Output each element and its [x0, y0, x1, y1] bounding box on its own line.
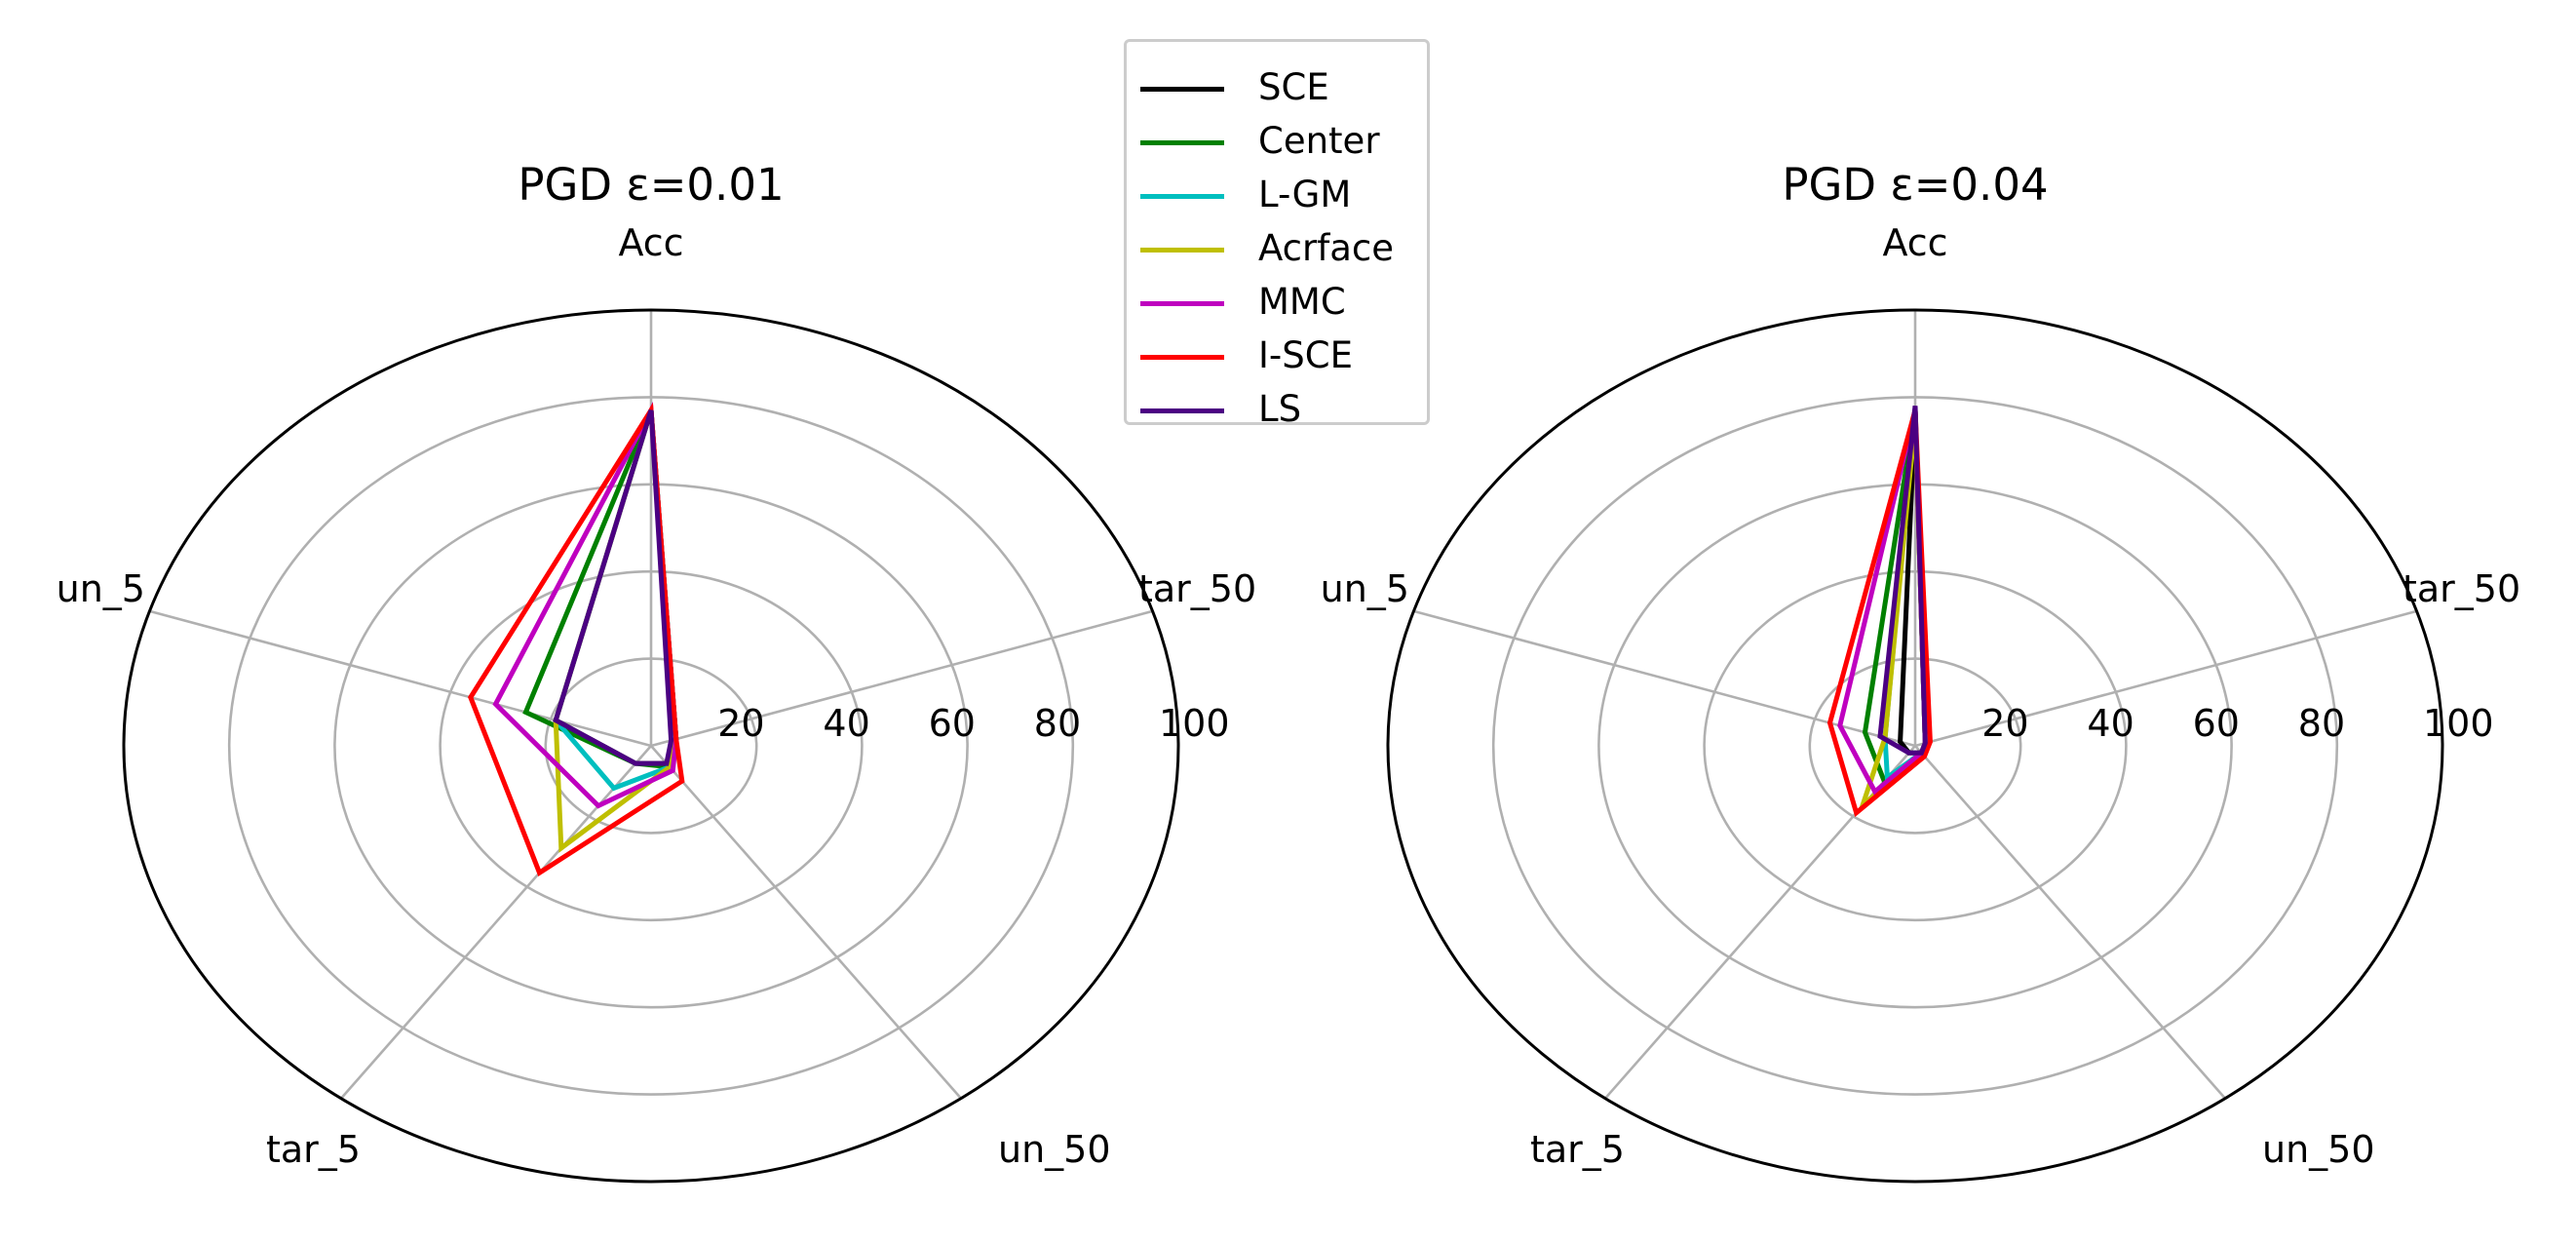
series-ls [553, 409, 674, 766]
axis-label-un-50: un_50 [998, 1128, 1111, 1171]
legend-swatch [1140, 355, 1224, 360]
legend-item: Center [1127, 115, 1427, 164]
radial-tick-label: 40 [823, 702, 869, 745]
axis-label-tar-5: tar_5 [1530, 1128, 1625, 1171]
series-ls [1877, 406, 1928, 756]
axis-spoke [1914, 745, 2226, 1100]
radial-tick-label: 60 [929, 702, 976, 745]
legend-swatch [1140, 301, 1224, 306]
legend-label: Acrface [1258, 227, 1395, 269]
radial-tick-label: 80 [1034, 702, 1081, 745]
legend-label: L-GM [1258, 174, 1352, 215]
axis-spoke [650, 745, 962, 1100]
radial-tick-label: 100 [2423, 702, 2494, 745]
chart-title: PGD ε=0.04 [1782, 159, 2048, 211]
legend-label: I-SCE [1258, 334, 1353, 376]
legend-swatch [1140, 248, 1224, 253]
axis-label-un-50: un_50 [2262, 1128, 2375, 1171]
radial-tick-label: 100 [1159, 702, 1230, 745]
axis-label-tar-50: tar_50 [1138, 567, 1256, 610]
series-i-sce [468, 403, 685, 876]
axis-spoke [149, 609, 652, 748]
legend-label: Center [1258, 120, 1380, 162]
axis-label-acc: Acc [618, 221, 683, 264]
axis-label-un-5: un_5 [1321, 567, 1409, 610]
radial-tick-label: 20 [717, 702, 764, 745]
radial-tick-label: 40 [2087, 702, 2134, 745]
axis-label-un-5: un_5 [57, 567, 145, 610]
axis-spoke [650, 609, 1153, 748]
legend-swatch [1140, 87, 1224, 92]
legend-swatch [1140, 140, 1224, 145]
polar-frame [122, 308, 1180, 1184]
legend-item: I-SCE [1127, 330, 1427, 378]
axis-spoke [1914, 609, 2417, 748]
legend: SCE Center L-GM Acrface MMC I-SCE LS [1124, 39, 1430, 430]
polar-frame [1386, 308, 2444, 1184]
radial-tick-label: 20 [1981, 702, 2028, 745]
legend-item: L-GM [1127, 169, 1427, 217]
axis-spoke [340, 745, 652, 1100]
legend-label: SCE [1258, 66, 1329, 108]
radial-tick-label: 60 [2193, 702, 2240, 745]
legend-label: LS [1258, 388, 1302, 430]
legend-item: MMC [1127, 276, 1427, 325]
radial-tick-label: 80 [2298, 702, 2345, 745]
axis-label-tar-50: tar_50 [2403, 567, 2520, 610]
series-i-sce [1826, 409, 1933, 818]
legend-swatch [1140, 408, 1224, 413]
legend-item: LS [1127, 383, 1427, 432]
legend-item: Acrface [1127, 222, 1427, 271]
legend-item: SCE [1127, 61, 1427, 110]
chart-title: PGD ε=0.01 [518, 159, 784, 211]
legend-label: MMC [1258, 281, 1346, 323]
axis-label-tar-5: tar_5 [266, 1128, 361, 1171]
legend-swatch [1140, 194, 1224, 199]
axis-label-acc: Acc [1882, 221, 1947, 264]
